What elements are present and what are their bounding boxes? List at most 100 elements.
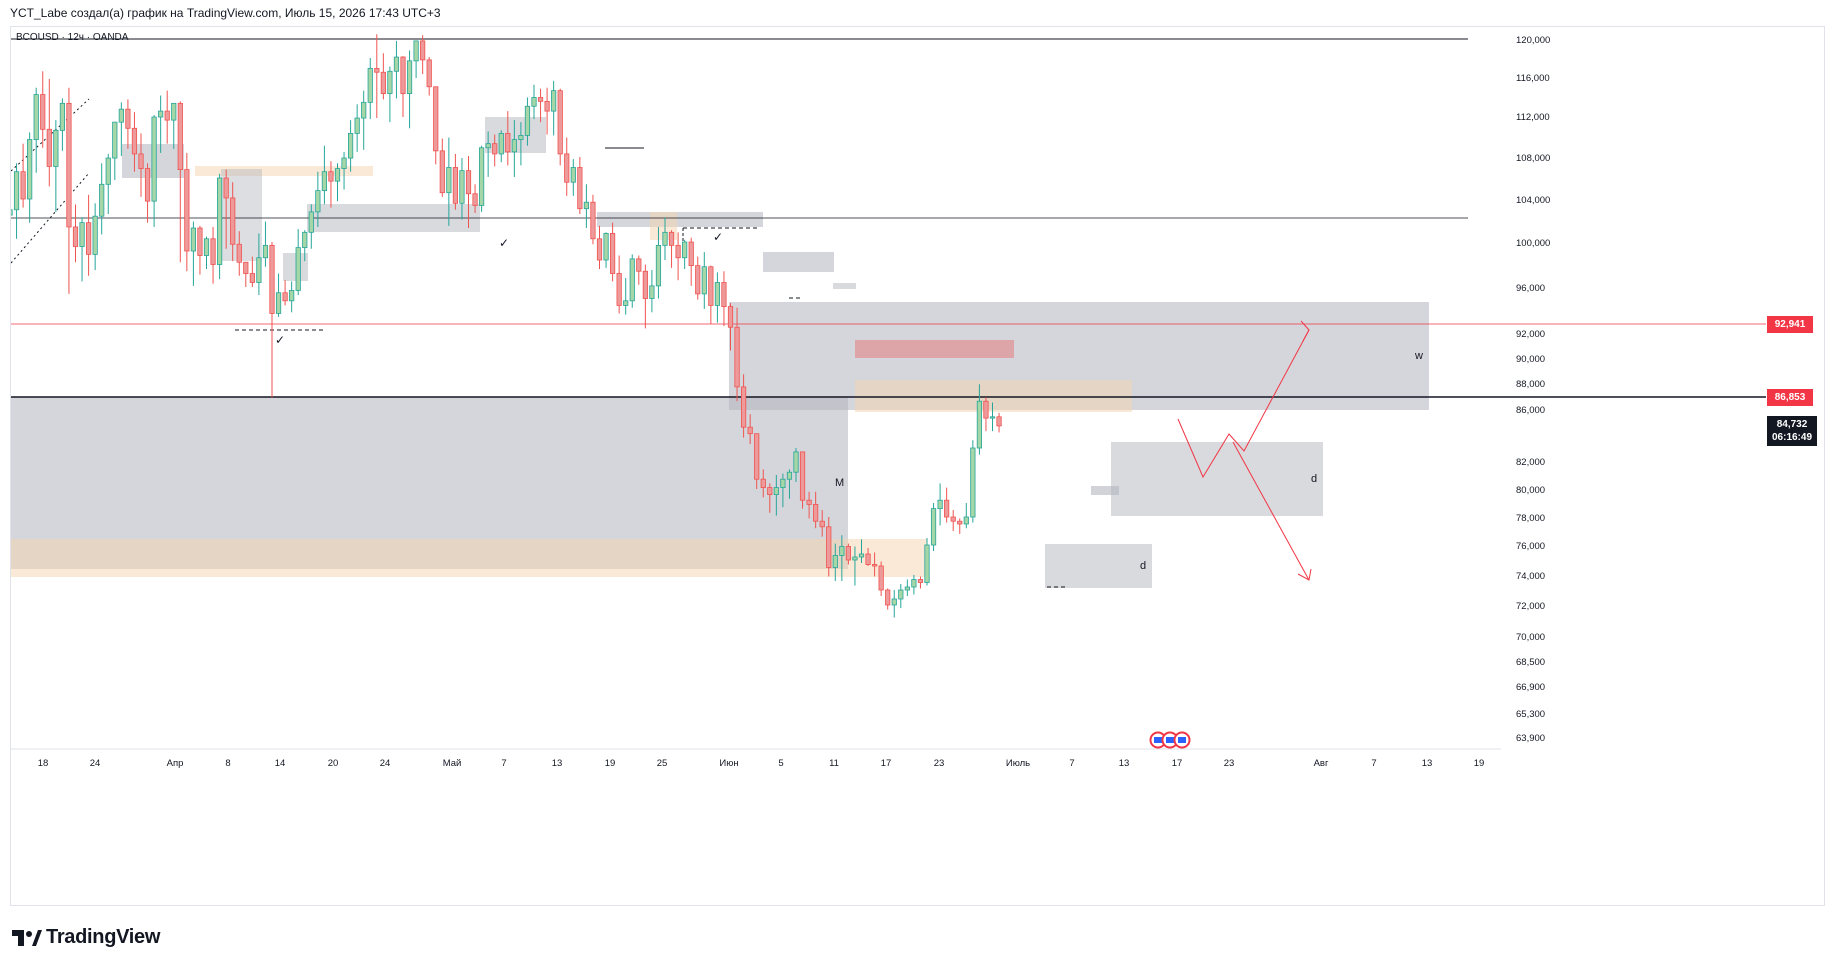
- y-tick-label: 78,000: [1516, 513, 1545, 524]
- candle-bull: [531, 97, 537, 107]
- zone-gray-6: [763, 252, 834, 272]
- candle-bull: [498, 133, 504, 155]
- candle-bull: [518, 135, 524, 140]
- x-tick-label: 13: [1119, 758, 1130, 769]
- candle-bear: [557, 90, 563, 155]
- zone-orange-mid: [855, 380, 1132, 412]
- candle-bear: [799, 451, 806, 501]
- x-tick-label: 5: [778, 758, 783, 769]
- candle-bull: [963, 516, 969, 525]
- candle-bear: [465, 170, 472, 195]
- x-tick-label: 25: [657, 758, 668, 769]
- candle-bear: [826, 526, 832, 568]
- candle-bull: [334, 168, 341, 182]
- candle-bear: [505, 133, 511, 153]
- candle-bull: [904, 586, 910, 591]
- candle-bull: [393, 56, 400, 72]
- candle-bull: [714, 282, 721, 306]
- candle-bull: [937, 499, 943, 510]
- x-tick-label: 14: [275, 758, 286, 769]
- x-tick-label: 11: [829, 758, 839, 769]
- candle-bull: [970, 447, 976, 518]
- candle-bear: [865, 553, 871, 565]
- candle-bull: [976, 400, 983, 449]
- candle-bull: [773, 487, 779, 496]
- candle-bull: [53, 129, 59, 167]
- y-tick-label: 82,000: [1516, 457, 1545, 468]
- candle-bull: [262, 244, 269, 259]
- candle-bull: [158, 110, 164, 118]
- event-flag-inner: [1154, 737, 1162, 743]
- candle-bull: [387, 70, 393, 94]
- y-tick-label: 100,000: [1516, 238, 1550, 249]
- candle-bull: [629, 258, 635, 302]
- candle-bear: [400, 56, 406, 94]
- x-tick-label: 20: [328, 758, 339, 769]
- price-tag-current: 84,732 06:16:49: [1767, 416, 1817, 446]
- candle-bear: [695, 265, 701, 295]
- projection-path-up: [1177, 329, 1310, 479]
- x-tick-label: Май: [443, 758, 462, 769]
- candle-bull: [27, 139, 33, 200]
- candle-bull: [478, 147, 485, 206]
- candle-bear: [616, 273, 622, 306]
- candle-bear: [577, 167, 583, 210]
- candle-bear: [957, 520, 963, 525]
- x-tick-label: 24: [380, 758, 391, 769]
- x-tick-label: 13: [1422, 758, 1433, 769]
- candle-bear: [721, 282, 727, 307]
- tradingview-logo-text: TradingView: [46, 926, 161, 948]
- checkmark-1: ✓: [275, 333, 285, 347]
- zone-gray-7: [283, 253, 308, 281]
- candle-bull: [79, 222, 85, 247]
- candle-bull: [655, 244, 662, 287]
- candle-bear: [564, 153, 570, 183]
- y-tick-label: 90,000: [1516, 354, 1545, 365]
- y-tick-label: 70,000: [1516, 632, 1545, 643]
- candle-bear: [125, 108, 131, 129]
- candle-bull: [570, 167, 576, 183]
- candle-bull: [858, 553, 865, 558]
- symbol-label: BCOUSD · 12ч · OANDA: [16, 32, 129, 43]
- event-flag-inner: [1178, 737, 1186, 743]
- candle-bear: [223, 177, 229, 199]
- candle-bear: [983, 400, 989, 419]
- candle-bear: [636, 258, 642, 272]
- candle-bear: [177, 102, 183, 170]
- checkmark-2: ✓: [499, 236, 509, 250]
- candle-bear: [433, 86, 439, 152]
- candle-bear: [996, 416, 1002, 427]
- x-tick-label: 23: [1224, 758, 1235, 769]
- candle-bear: [380, 71, 386, 94]
- candle-bear: [210, 238, 216, 265]
- projection-path-down: [1232, 441, 1310, 581]
- candle-bear: [642, 270, 648, 299]
- candle-bear: [675, 244, 681, 259]
- candle-bear: [688, 241, 694, 267]
- tradingview-logo-icon: [12, 929, 42, 946]
- tradingview-logo[interactable]: TradingView: [12, 926, 160, 949]
- x-tick-label: Авг: [1314, 758, 1329, 769]
- candle-bear: [269, 244, 275, 314]
- candle-bear: [282, 292, 288, 302]
- candle-bull: [315, 190, 321, 213]
- candle-bear: [734, 326, 740, 388]
- candle-bull: [341, 157, 347, 169]
- y-tick-label: 63,900: [1516, 733, 1545, 744]
- candle-bull: [623, 300, 629, 306]
- candlestick-chart[interactable]: Mw d d ✓ ✓ ✓ BCOUSD · 12ч · OANDA 120,000 116,00…: [11, 27, 1826, 907]
- candle-bear: [537, 97, 544, 102]
- candle-bear: [243, 261, 249, 274]
- x-tick-label: 13: [552, 758, 563, 769]
- candle-bull: [413, 40, 419, 62]
- x-tick-label: 7: [501, 758, 506, 769]
- candle-bear: [46, 128, 52, 167]
- zone-orange-1: [195, 166, 373, 176]
- candle-bear: [917, 579, 924, 583]
- candle-bull: [99, 183, 105, 217]
- x-tick-label: 17: [1172, 758, 1183, 769]
- candle-bear: [452, 167, 459, 204]
- candle-bull: [524, 105, 531, 136]
- candle-bull: [308, 211, 314, 233]
